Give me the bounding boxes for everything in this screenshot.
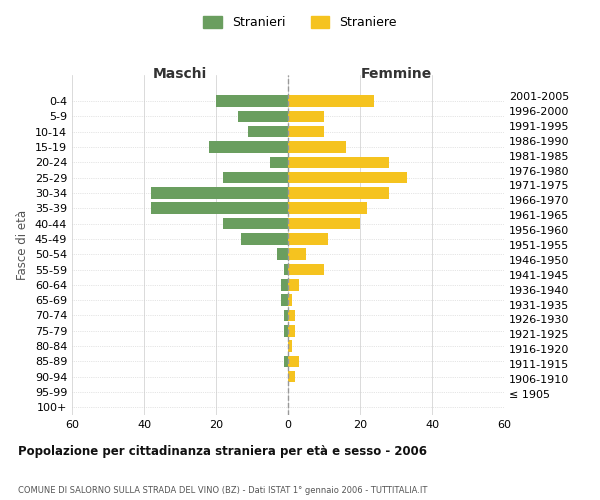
Text: Popolazione per cittadinanza straniera per età e sesso - 2006: Popolazione per cittadinanza straniera p… — [18, 444, 427, 458]
Bar — [281, 279, 288, 290]
Bar — [284, 325, 288, 336]
Bar — [284, 356, 288, 367]
Bar — [288, 294, 292, 306]
Bar — [241, 233, 288, 244]
Bar — [288, 202, 367, 214]
Bar — [151, 202, 288, 214]
Bar — [288, 248, 306, 260]
Bar — [284, 310, 288, 321]
Bar — [288, 310, 295, 321]
Bar — [288, 218, 360, 230]
Bar — [209, 141, 288, 152]
Legend: Stranieri, Straniere: Stranieri, Straniere — [198, 11, 402, 34]
Bar — [270, 156, 288, 168]
Bar — [223, 218, 288, 230]
Bar — [288, 264, 324, 275]
Bar — [284, 264, 288, 275]
Bar — [288, 356, 299, 367]
Bar — [288, 172, 407, 184]
Bar — [288, 325, 295, 336]
Bar — [288, 141, 346, 152]
Bar — [248, 126, 288, 138]
Bar — [216, 96, 288, 107]
Bar — [223, 172, 288, 184]
Bar — [288, 371, 295, 382]
Bar — [288, 96, 374, 107]
Text: Maschi: Maschi — [153, 67, 207, 81]
Bar — [151, 187, 288, 198]
Bar — [288, 110, 324, 122]
Bar — [288, 340, 292, 352]
Text: Femmine: Femmine — [361, 67, 431, 81]
Bar — [288, 126, 324, 138]
Bar — [288, 187, 389, 198]
Bar — [288, 156, 389, 168]
Text: COMUNE DI SALORNO SULLA STRADA DEL VINO (BZ) - Dati ISTAT 1° gennaio 2006 - TUTT: COMUNE DI SALORNO SULLA STRADA DEL VINO … — [18, 486, 427, 495]
Bar — [277, 248, 288, 260]
Bar — [288, 233, 328, 244]
Bar — [238, 110, 288, 122]
Y-axis label: Fasce di età: Fasce di età — [16, 210, 29, 280]
Bar — [288, 279, 299, 290]
Bar — [281, 294, 288, 306]
